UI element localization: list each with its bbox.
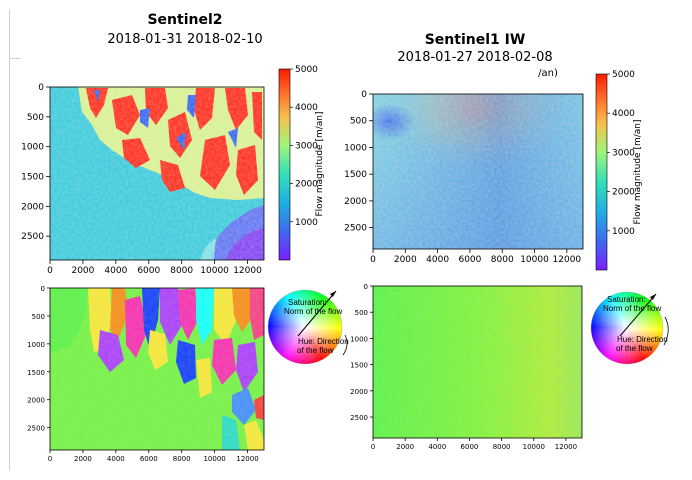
- panel-sentinel1-magnitude: [372, 93, 584, 250]
- y-tick-label: 500: [27, 113, 44, 123]
- x-tick-label: 12000: [553, 255, 582, 265]
- y-tick-label: 1000: [21, 143, 44, 153]
- colorbar-tick-label: 3000: [612, 148, 635, 158]
- right-dates: 2018-01-27 2018-02-08: [397, 50, 553, 65]
- y-tick-label: 1000: [350, 335, 368, 343]
- x-tick-label: 2000: [71, 266, 94, 276]
- y-tick-label: 1500: [350, 362, 368, 370]
- x-tick-label: 2000: [74, 455, 92, 463]
- left-border-tick: [9, 58, 21, 59]
- y-tick-label: 2000: [350, 388, 368, 396]
- x-tick-label: 8000: [491, 255, 514, 265]
- y-tick-label: 2500: [21, 232, 44, 242]
- panel-sentinel2-magnitude: [49, 86, 265, 261]
- wheel-left-of-flow: of the flow: [297, 346, 334, 355]
- x-tick-label: 10000: [200, 266, 229, 276]
- x-tick-label: 8000: [173, 455, 191, 463]
- x-tick-label: 4000: [426, 255, 449, 265]
- x-tick-label: 4000: [428, 443, 446, 451]
- y-tick-label: 2000: [21, 202, 44, 212]
- wheel-left-hue: Hue: Direction: [298, 337, 349, 346]
- wheel-left-arrow: [297, 290, 337, 337]
- colorbar-tick-label: 1000: [295, 218, 318, 228]
- y-tick-label: 1500: [344, 170, 367, 180]
- color-wheel-left: Saturation: Norm of the flow Hue: Direct…: [267, 289, 349, 365]
- x-tick-label: 4000: [104, 266, 127, 276]
- x-tick-label: 6000: [461, 443, 479, 451]
- y-tick-label: 0: [38, 83, 44, 93]
- x-tick-label: 0: [48, 455, 52, 463]
- x-tick-label: 8000: [493, 443, 511, 451]
- y-tick-label: 0: [41, 285, 45, 293]
- left-title: Sentinel2: [147, 12, 223, 28]
- y-tick-label: 500: [355, 309, 368, 317]
- wheel-right-of-flow: of the flow: [616, 344, 653, 353]
- wheel-left-rotation-arrow: [342, 334, 348, 356]
- x-tick-label: 8000: [170, 266, 193, 276]
- y-tick-label: 2500: [350, 414, 368, 422]
- x-tick-label: 0: [47, 266, 53, 276]
- colorbar-right-title: Flow magnitude [m/an]: [633, 120, 643, 225]
- x-tick-label: 12000: [233, 266, 262, 276]
- colorbar-left: 5000 4000 3000 2000 1000 Flow magnitude [m/a…: [278, 65, 325, 261]
- colorbar-tick-label: 2000: [612, 188, 635, 198]
- wheel-left-saturation: Saturation:: [288, 298, 327, 307]
- right-fragment: /an): [538, 68, 558, 79]
- colorbar-tick-label: 5000: [295, 65, 318, 75]
- y-tick-label: 0: [361, 90, 367, 100]
- x-tick-label: 12000: [555, 443, 577, 451]
- x-tick-label: 2000: [396, 443, 414, 451]
- y-tick-label: 2500: [344, 224, 367, 234]
- axes-sentinel2-magnitude: 0 2000 4000 6000 8000 10000 12000 0 500 1000 1500 2…: [21, 83, 262, 276]
- x-tick-label: 10000: [520, 255, 549, 265]
- wheel-right-saturation: Saturation:: [607, 295, 646, 304]
- wheel-right-norm: Norm of the flow: [603, 304, 661, 313]
- x-tick-label: 2000: [394, 255, 417, 265]
- colorbar-tick-label: 3000: [295, 141, 318, 151]
- y-tick-label: 2500: [27, 425, 45, 433]
- wheel-right-hue: Hue: Direction: [617, 335, 668, 344]
- y-tick-label: 500: [32, 313, 45, 321]
- panel-sentinel1-direction: [372, 285, 583, 439]
- x-tick-label: 12000: [236, 455, 258, 463]
- y-tick-label: 0: [364, 283, 368, 291]
- y-tick-label: 1500: [21, 172, 44, 182]
- x-tick-label: 0: [370, 255, 376, 265]
- y-tick-label: 1500: [27, 369, 45, 377]
- panel-sentinel2-direction: [49, 287, 265, 451]
- wheel-right-rotation-arrow: [663, 316, 669, 346]
- y-tick-label: 1000: [344, 143, 367, 153]
- colorbar-right: 5000 4000 3000 2000 1000 Flow magnitude [m/a…: [595, 70, 643, 271]
- x-tick-label: 10000: [203, 455, 225, 463]
- x-tick-label: 6000: [458, 255, 481, 265]
- y-tick-label: 2000: [344, 197, 367, 207]
- left-border-line: [9, 10, 10, 470]
- wheel-left-norm: Norm of the flow: [284, 307, 342, 316]
- x-tick-label: 10000: [523, 443, 545, 451]
- x-tick-label: 0: [371, 443, 375, 451]
- left-dates: 2018-01-31 2018-02-10: [107, 32, 263, 47]
- colorbar-tick-label: 4000: [612, 109, 635, 119]
- colorbar-tick-label: 5000: [612, 70, 635, 80]
- axes-sentinel1-direction: 0 2000 4000 6000 8000 10000 12000 0 500 1000 1500 2…: [350, 283, 577, 451]
- colorbar-left-title: Flow magnitude [m/an]: [315, 112, 325, 217]
- right-title: Sentinel1 IW: [424, 32, 526, 48]
- y-tick-label: 2000: [27, 397, 45, 405]
- colorbar-tick-label: 4000: [295, 103, 318, 113]
- x-tick-label: 6000: [140, 455, 158, 463]
- colorbar-tick-label: 1000: [612, 227, 635, 237]
- y-tick-label: 1000: [27, 341, 45, 349]
- y-tick-label: 500: [350, 117, 367, 127]
- colorbar-tick-label: 2000: [295, 180, 318, 190]
- wheel-right-arrow: [619, 293, 657, 337]
- color-wheel-right: Saturation: Norm of the flow Hue: Direct…: [590, 291, 669, 365]
- x-tick-label: 4000: [107, 455, 125, 463]
- x-tick-label: 6000: [137, 266, 160, 276]
- axes-sentinel2-direction: 0 2000 4000 6000 8000 10000 12000 0 500 1000 1500 2…: [27, 285, 259, 463]
- axes-sentinel1-magnitude: 0 2000 4000 6000 8000 10000 12000 0 500 1000 1500 2…: [344, 90, 581, 265]
